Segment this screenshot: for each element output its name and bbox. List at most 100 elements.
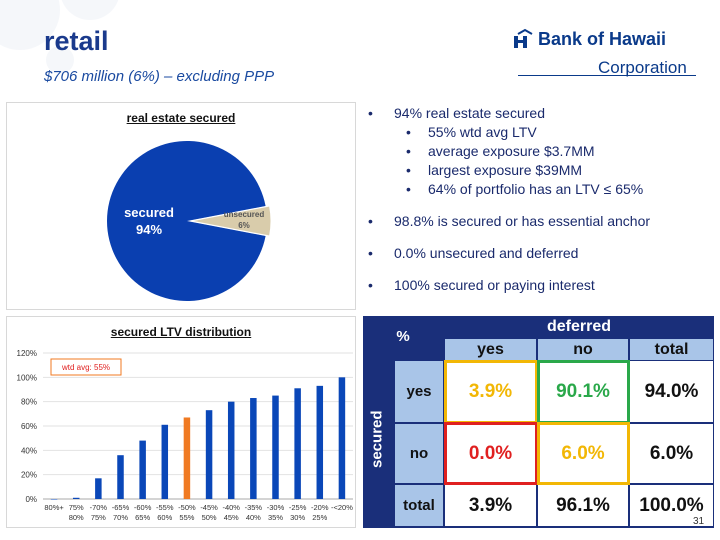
y-tick-label: 0% (25, 495, 37, 504)
table-cell: 96.1% (538, 485, 628, 526)
table-cell: 0.0% (445, 424, 536, 483)
logo-name: Bank of Hawaii (538, 28, 667, 49)
x-tick-label-line2: 80% (69, 513, 84, 522)
x-tick-label: -55% (156, 503, 174, 512)
watermark-hibiscus-icon (0, 0, 119, 74)
x-tick-label: -25% (289, 503, 307, 512)
pie-chart: secured 94% unsecured 6% (107, 141, 272, 301)
pie-slice-secured (107, 141, 266, 301)
bullet-item: 94% real estate secured (362, 104, 712, 123)
table-cell: 100.0% (630, 485, 713, 526)
company-logo: Bank of Hawaii Corporation (512, 28, 698, 80)
x-tick-label: 80%+ (44, 503, 64, 512)
y-tick-label: 120% (17, 349, 37, 358)
y-tick-label: 20% (21, 471, 37, 480)
x-tick-label-line2: 50% (202, 513, 217, 522)
wtd-avg-annotation: wtd avg: 55% (61, 363, 110, 372)
x-tick-label: -40% (222, 503, 240, 512)
bank-logo-icon (514, 28, 533, 48)
x-tick-label-line2: 30% (290, 513, 305, 522)
x-tick-label-line2: 45% (224, 513, 239, 522)
bullet-gap (362, 231, 712, 244)
table-cell: 6.0% (630, 424, 713, 483)
pie-label-unsecured: unsecured (224, 210, 265, 219)
x-tick-label-line2: 75% (91, 513, 106, 522)
x-tick-label-line2: 65% (135, 513, 150, 522)
table-cell: 3.9% (445, 485, 536, 526)
table-cell: 6.0% (538, 424, 628, 483)
bar-chart-panel: secured LTV distribution 0% 20% 40% 60% 80% 1… (6, 316, 356, 528)
x-tick-label: -70% (90, 503, 108, 512)
x-tick-label: -<20% (331, 503, 353, 512)
bar (50, 499, 58, 500)
bar (139, 440, 146, 499)
wtd-avg-annotation-box (50, 358, 122, 376)
bullet-item: largest exposure $39MM (362, 161, 712, 180)
highlight-frame-yes-no (537, 360, 630, 424)
pie-chart-panel: real estate secured secured 94% unsecured 6… (6, 102, 356, 310)
bar-chart: 0%20%40%60%80%100%120%80%+ 75%80%-70%75%-… (17, 349, 354, 522)
table-cell: 90.1% (538, 361, 628, 422)
bar (161, 424, 169, 499)
bar (183, 417, 191, 499)
x-tick-label: -35% (245, 503, 263, 512)
y-tick-label: 100% (17, 373, 37, 382)
x-tick-label: -50% (178, 503, 196, 512)
pie-value-secured: 94% (136, 222, 162, 237)
bullet-item: 98.8% is secured or has essential anchor (362, 212, 712, 231)
bar (95, 478, 102, 499)
row-label-yes: yes (395, 361, 443, 422)
bullet-item: 100% secured or paying interest (362, 276, 712, 295)
x-tick-label-line2: 40% (246, 513, 261, 522)
logo-subname: Corporation (598, 58, 687, 77)
table-cell: 94.0% (630, 361, 713, 422)
column-header-no: no (538, 339, 628, 360)
logo-divider (518, 75, 696, 76)
deferred-header: deferred (546, 318, 612, 335)
x-tick-label: -65% (112, 503, 130, 512)
bar-chart-title: secured LTV distribution (110, 325, 252, 339)
highlight-frame-yes-yes (444, 360, 538, 424)
bullet-item: 64% of portfolio has an LTV ≤ 65% (362, 180, 712, 199)
bullet-gap (362, 263, 712, 276)
y-tick-label: 40% (21, 446, 37, 455)
bar (205, 410, 213, 499)
highlight-frame-no-no (537, 422, 630, 485)
page-number: 31 (693, 516, 705, 527)
x-tick-label: -45% (200, 503, 218, 512)
bar (316, 385, 324, 499)
bullet-item: 0.0% unsecured and deferred (362, 244, 712, 263)
x-tick-label-line2: 55% (179, 513, 194, 522)
y-tick-label: 60% (21, 422, 37, 431)
bar (227, 401, 235, 499)
x-tick-label-line2: 60% (157, 513, 172, 522)
page-subtitle: $706 million (6%) – excluding PPP (44, 68, 275, 85)
bullet-item: 55% wtd avg LTV (362, 123, 712, 142)
x-tick-label: 75% (69, 503, 84, 512)
highlight-frame-no-yes (444, 422, 538, 485)
pie-value-unsecured: 6% (238, 221, 250, 230)
bar (338, 377, 346, 499)
pie-label-secured: secured (124, 205, 174, 220)
column-header-yes: yes (445, 339, 536, 360)
table-cell: 3.9% (445, 361, 536, 422)
x-tick-label-line2: 35% (268, 513, 283, 522)
bar (72, 497, 80, 499)
y-tick-label: 80% (21, 398, 37, 407)
x-tick-label: -60% (134, 503, 152, 512)
row-label-no: no (395, 424, 443, 483)
bar (294, 388, 301, 499)
column-header-total: total (630, 339, 713, 360)
bar (272, 395, 279, 499)
pie-slice-unsecured (190, 205, 272, 237)
x-tick-label-line2: 70% (113, 513, 128, 522)
table-corner-label: % (396, 327, 410, 345)
x-tick-label-line2: 25% (312, 513, 327, 522)
x-tick-label: -20% (311, 503, 329, 512)
bullet-list: 94% real estate secured55% wtd avg LTVav… (362, 104, 712, 295)
page-title: retail (44, 26, 109, 56)
bar (117, 455, 124, 499)
x-tick-label: -30% (267, 503, 285, 512)
secured-row-group-label: secured (368, 410, 386, 468)
bullet-item: average exposure $3.7MM (362, 142, 712, 161)
